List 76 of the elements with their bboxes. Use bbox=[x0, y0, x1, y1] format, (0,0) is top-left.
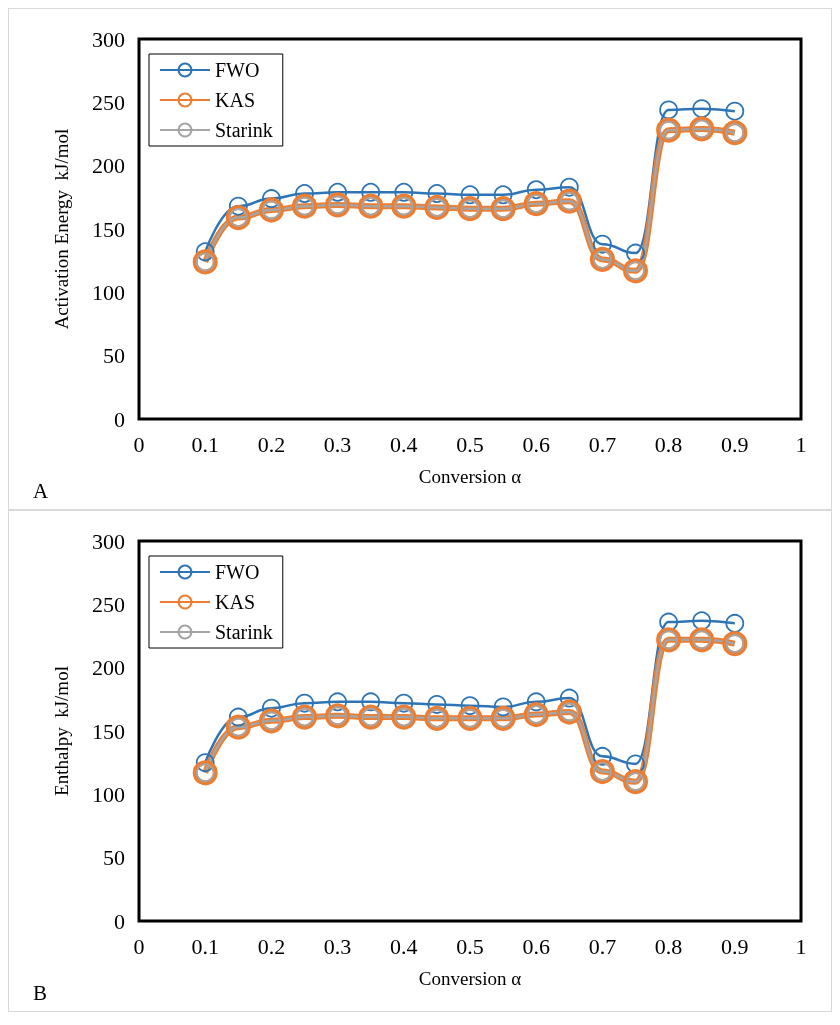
point bbox=[593, 746, 612, 766]
x-tick-label: 0.2 bbox=[257, 431, 286, 457]
point bbox=[692, 611, 712, 631]
point bbox=[725, 613, 745, 633]
x-tick-label: 0.7 bbox=[588, 431, 617, 457]
x-tick-label: 0.4 bbox=[390, 431, 418, 457]
point bbox=[526, 692, 546, 712]
x-tick-label: 0.4 bbox=[390, 933, 418, 959]
x-tick-label: 0.1 bbox=[191, 933, 219, 959]
x-tick-label: 0.6 bbox=[522, 431, 550, 457]
y-tick-label: 250 bbox=[92, 591, 125, 617]
y-tick-label: 0 bbox=[114, 406, 125, 432]
x-tick-label: 1 bbox=[795, 431, 807, 457]
text: A bbox=[33, 478, 49, 503]
point bbox=[493, 697, 513, 717]
y-tick-label: 300 bbox=[92, 26, 125, 52]
x-tick-label: 0 bbox=[133, 431, 145, 457]
y-tick-label: 150 bbox=[92, 718, 125, 744]
y-tick-label: 50 bbox=[103, 845, 125, 871]
legend-label: Starink bbox=[215, 119, 273, 141]
x-tick-label: 0.6 bbox=[522, 933, 550, 959]
y-tick-label: 300 bbox=[92, 528, 125, 554]
legend-label: Starink bbox=[215, 621, 273, 643]
text: B bbox=[33, 980, 48, 1005]
y-tick-label: 150 bbox=[92, 216, 125, 242]
point bbox=[659, 100, 678, 120]
x-tick-label: 1 bbox=[795, 933, 807, 959]
point bbox=[361, 692, 381, 712]
y-tick-label: 0 bbox=[114, 908, 125, 934]
x-tick-label: 0.2 bbox=[257, 933, 286, 959]
x-tick-label: 0.9 bbox=[721, 431, 749, 457]
point bbox=[559, 177, 579, 197]
y-tick-label: 200 bbox=[92, 153, 125, 179]
x-tick-label: 0.8 bbox=[654, 431, 683, 457]
point bbox=[361, 182, 381, 202]
x-tick-label: 0.1 bbox=[191, 431, 219, 457]
y-tick-label: 100 bbox=[92, 781, 125, 807]
point bbox=[328, 692, 347, 712]
y-axis-title: Activation Energy kJ/mol bbox=[51, 128, 72, 330]
point bbox=[460, 696, 480, 716]
x-tick-label: 0.7 bbox=[588, 933, 617, 959]
x-tick-label: 0 bbox=[133, 933, 145, 959]
point bbox=[460, 185, 480, 205]
point bbox=[427, 695, 447, 714]
point bbox=[493, 185, 513, 205]
point bbox=[593, 234, 612, 254]
legend-label: KAS bbox=[215, 89, 256, 111]
x-tick-label: 0.3 bbox=[323, 933, 352, 959]
x-tick-label: 0.9 bbox=[721, 933, 749, 959]
point bbox=[692, 99, 712, 119]
point bbox=[394, 182, 414, 202]
legend-label: KAS bbox=[215, 591, 256, 613]
x-tick-label: 0.5 bbox=[456, 933, 484, 959]
point bbox=[559, 688, 579, 708]
x-axis-title: Conversion α bbox=[418, 466, 522, 487]
point bbox=[526, 180, 546, 200]
point bbox=[725, 101, 745, 121]
x-tick-label: 0.8 bbox=[654, 933, 683, 959]
y-tick-label: 200 bbox=[92, 655, 125, 681]
x-axis-title: Conversion α bbox=[418, 968, 522, 989]
x-tick-label: 0.5 bbox=[456, 431, 484, 457]
point bbox=[295, 184, 314, 203]
point bbox=[328, 182, 347, 202]
y-tick-label: 100 bbox=[92, 279, 125, 305]
y-axis-title: Enthalpy kJ/mol bbox=[51, 666, 72, 796]
point bbox=[394, 693, 414, 713]
point bbox=[295, 693, 314, 713]
point bbox=[262, 698, 281, 718]
y-tick-label: 250 bbox=[92, 89, 125, 115]
point bbox=[228, 196, 248, 216]
legend-label: FWO bbox=[215, 561, 260, 583]
y-tick-label: 50 bbox=[103, 343, 125, 369]
legend-label: FWO bbox=[215, 59, 260, 81]
point bbox=[262, 189, 281, 208]
point bbox=[427, 184, 447, 203]
x-tick-label: 0.3 bbox=[323, 431, 352, 457]
